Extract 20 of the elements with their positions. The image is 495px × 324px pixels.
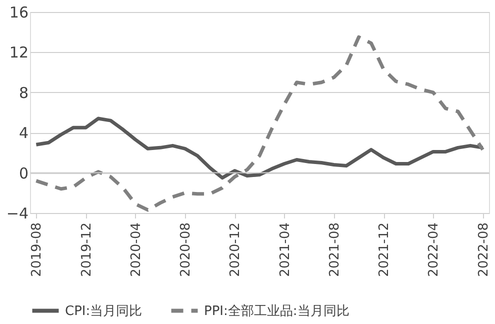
x-tick-label: 2021-08	[327, 222, 342, 277]
x-tick-label: 2021-12	[377, 222, 392, 277]
y-tick-label: 4	[18, 124, 28, 142]
x-tick-label: 2019-08	[30, 222, 45, 277]
x-tick-label: 2022-04	[426, 222, 442, 277]
y-tick-label: 12	[9, 44, 28, 62]
line-series	[34, 35, 485, 212]
x-tick-label: 2020-08	[178, 222, 194, 277]
y-tick-label: −4	[6, 204, 28, 222]
x-tick-label: 2020-04	[128, 222, 144, 277]
legend-label: PPI:全部工业品:当月同比	[204, 304, 350, 319]
line-series	[34, 116, 485, 180]
y-tick-label: 16	[9, 4, 28, 22]
x-tick-label: 2021-04	[278, 222, 293, 277]
x-tick-label: 2019-12	[79, 222, 94, 277]
x-tick-label: 2020-12	[228, 222, 244, 277]
x-tick-label: 2022-08	[476, 222, 492, 277]
y-tick-label: 0	[18, 164, 28, 182]
legend-label: CPI:当月同比	[65, 304, 142, 319]
y-tick-label: 8	[18, 84, 28, 102]
